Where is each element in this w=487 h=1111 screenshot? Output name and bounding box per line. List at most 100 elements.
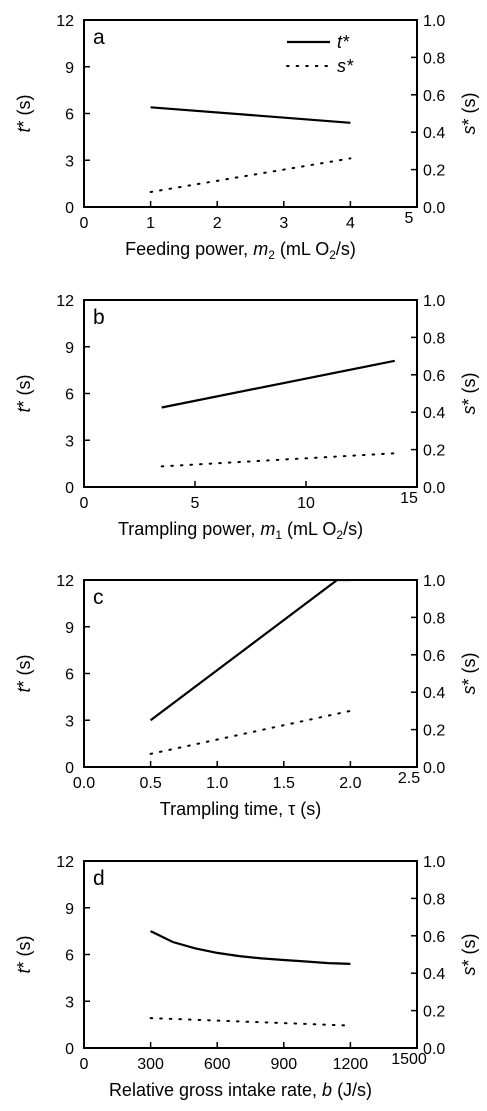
axis-symbol-rest: * (s) [14,654,34,687]
x-tick-label: 15 [400,490,418,507]
y-left-tick-label: 12 [56,854,74,871]
x-axis-title-part: 1 [275,528,282,542]
y-left-tick-label: 9 [65,60,74,77]
y-left-tick-label: 6 [65,107,74,124]
axis-symbol: t [14,127,34,133]
y-right-tick-label: 0.6 [423,88,445,105]
y-right-tick-label: 0.6 [423,929,445,946]
y-right-tick-label: 0.4 [423,685,445,702]
x-axis-title: Trampling time, τ (s) [160,799,321,819]
panel-letter: a [93,26,105,49]
x-tick-label: 1 [146,215,155,232]
axis-symbol-rest: * (s) [459,653,479,686]
y-left-tick-label: 0 [65,480,74,497]
x-tick-label: 1.0 [206,775,228,792]
x-tick-label: 1.5 [273,775,295,792]
axis-symbol: s [459,686,479,695]
y-right-tick-label: 0.8 [423,610,445,627]
y-left-axis-title: t* (s) [14,654,34,692]
y-right-tick-label: 0.0 [423,1041,445,1058]
y-right-axis-title: s* (s) [459,373,479,415]
y-left-tick-label: 6 [65,387,74,404]
plot-frame [83,299,418,488]
series-line-t-star [149,580,351,722]
axis-symbol-rest: * (s) [14,935,34,968]
panel-letter: b [93,306,105,329]
x-tick-label: 10 [297,495,315,512]
y-right-tick-label: 0.2 [423,443,445,460]
y-left-tick-label: 12 [56,13,74,30]
y-right-axis-title: s* (s) [459,934,479,976]
y-right-tick-label: 0.0 [423,200,445,217]
panel-letter: d [93,867,105,890]
x-tick-label: 5 [191,495,200,512]
plot-frame [83,860,418,1049]
axis-symbol: s [459,967,479,976]
y-right-axis-title: s* (s) [459,653,479,695]
axis-symbol-rest: * (s) [459,934,479,967]
x-axis-title-part: /s) [336,239,356,259]
y-right-tick-label: 0.6 [423,648,445,665]
x-tick-label: 1200 [333,1056,369,1073]
panel-letter: c [93,586,104,609]
legend-label-s-star: s* [337,56,354,76]
y-left-tick-label: 0 [65,200,74,217]
x-tick-label: 4 [346,215,355,232]
x-tick-label: 600 [204,1056,231,1073]
y-right-tick-label: 0.2 [423,163,445,180]
y-left-tick-label: 6 [65,667,74,684]
x-axis-title-part: Trampling time, τ (s) [160,799,321,819]
series-line-s-star [149,709,352,755]
x-tick-label: 1500 [391,1051,427,1068]
x-tick-label: 2 [213,215,222,232]
x-tick-label: 0 [80,215,89,232]
y-left-tick-label: 9 [65,901,74,918]
axis-symbol: s [459,126,479,135]
x-tick-label: 2.0 [339,775,361,792]
x-axis-title-part: (mL O [282,519,336,539]
axis-symbol-rest: * (s) [459,93,479,126]
y-right-tick-label: 1.0 [423,854,445,871]
x-tick-label: 900 [270,1056,297,1073]
x-tick-label: 0 [80,495,89,512]
axis-symbol: s [459,406,479,415]
y-left-axis-title: t* (s) [14,935,34,973]
y-left-tick-label: 3 [65,713,74,730]
x-tick-label: 0 [80,1056,89,1073]
y-right-tick-label: 1.0 [423,573,445,590]
series-line-s-star [149,157,352,193]
x-axis-title-part: m [253,239,268,259]
x-axis-title: Feeding power, m2 (mL O2/s) [125,239,356,262]
series-line-s-star [160,452,396,468]
axis-symbol-rest: * (s) [459,373,479,406]
x-tick-label: 5 [405,210,414,227]
legend: t* s* [286,32,354,76]
y-right-tick-label: 0.4 [423,125,445,142]
y-left-tick-label: 3 [65,994,74,1011]
series-line-t-star [150,106,351,124]
x-axis-title-part: 2 [268,248,275,262]
axis-symbol-rest: * (s) [14,374,34,407]
x-axis-title-part: 2 [336,528,343,542]
axis-symbol: t [14,407,34,413]
panel-d: 0 300 600 900 1200 1500 0 3 6 9 12 0.0 0.2 0.4 0.6 0.8 1… [14,854,479,1100]
x-axis-title-part: 2 [329,248,336,262]
axis-symbol-rest: * (s) [14,94,34,127]
y-right-tick-label: 1.0 [423,13,445,30]
y-right-tick-label: 0.2 [423,723,445,740]
panel-c: 0.0 0.5 1.0 1.5 2.0 2.5 0 3 6 9 12 0.0 0.2 0.4 0.6 0.8 1… [14,573,479,819]
series-line-t-star [161,359,396,409]
y-right-tick-label: 0.8 [423,891,445,908]
x-axis-title-part: (mL O [275,239,329,259]
y-right-tick-label: 0.4 [423,966,445,983]
y-left-tick-label: 9 [65,340,74,357]
plot-frame [83,19,418,208]
x-axis-title-part: Feeding power, [125,239,253,259]
x-tick-label: 0.5 [139,775,161,792]
y-right-tick-label: 0.8 [423,50,445,67]
y-right-axis-title: s* (s) [459,93,479,135]
y-right-tick-label: 0.4 [423,405,445,422]
y-right-tick-label: 0.2 [423,1004,445,1021]
